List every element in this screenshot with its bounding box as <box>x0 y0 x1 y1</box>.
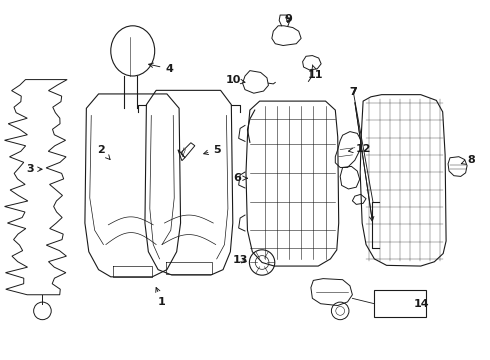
Text: 6: 6 <box>233 173 247 183</box>
Text: 3: 3 <box>26 164 42 174</box>
Text: 7: 7 <box>349 87 374 221</box>
Text: 9: 9 <box>284 14 292 24</box>
Text: 4: 4 <box>148 63 173 74</box>
Text: 1: 1 <box>156 288 166 307</box>
Text: 11: 11 <box>308 65 323 80</box>
Text: 5: 5 <box>204 144 221 154</box>
Bar <box>374 291 426 318</box>
Text: 14: 14 <box>414 299 430 309</box>
Text: 8: 8 <box>461 155 475 165</box>
Text: 7: 7 <box>349 87 372 222</box>
Text: 12: 12 <box>348 144 371 154</box>
Text: 10: 10 <box>225 75 245 85</box>
Text: 2: 2 <box>97 144 110 159</box>
Text: 13: 13 <box>232 255 248 265</box>
